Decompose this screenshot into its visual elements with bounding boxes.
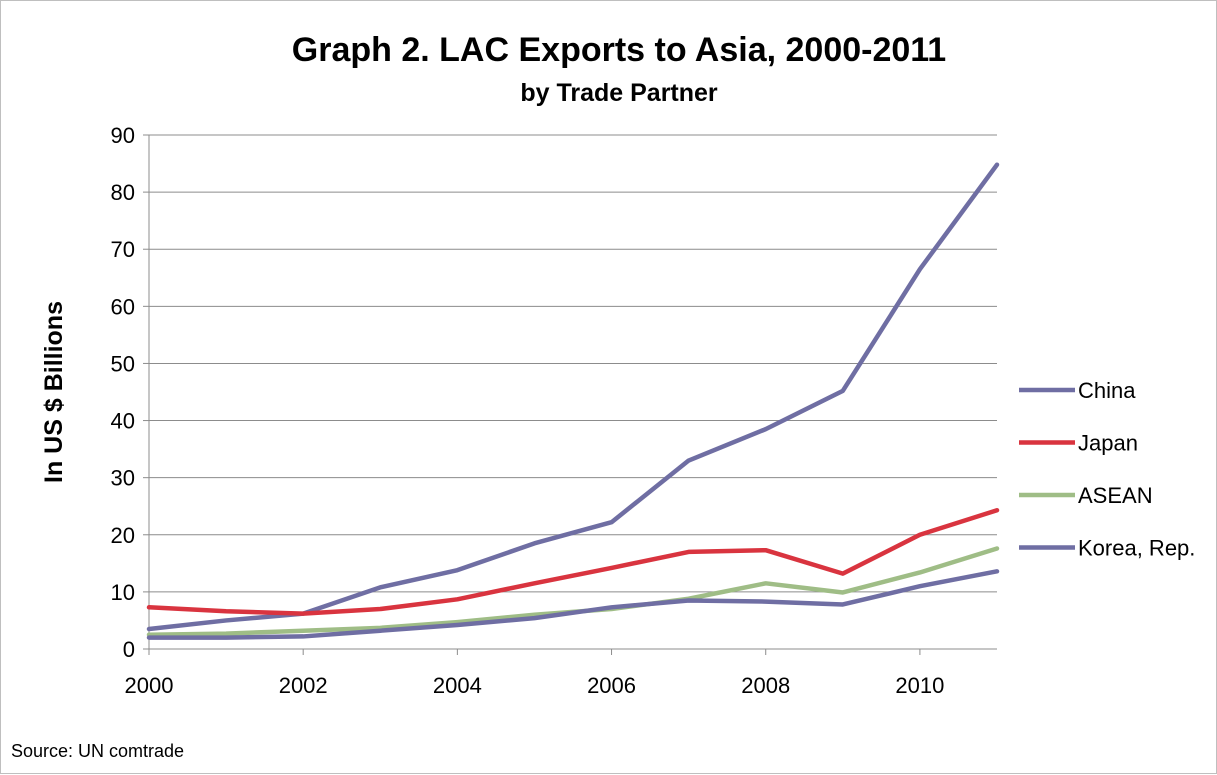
x-tick-label: 2000 <box>125 673 174 698</box>
y-tick-label: 90 <box>111 123 135 148</box>
x-tick-label: 2006 <box>587 673 636 698</box>
x-tick-label: 2002 <box>279 673 328 698</box>
legend-label: Korea, Rep. <box>1078 536 1195 561</box>
x-tick-label: 2008 <box>741 673 790 698</box>
y-tick-label: 30 <box>111 466 135 491</box>
legend-label: China <box>1078 378 1136 403</box>
series-line-japan <box>146 507 1000 616</box>
y-tick-label: 80 <box>111 180 135 205</box>
legend-label: Japan <box>1078 431 1138 456</box>
y-tick-label: 0 <box>123 637 135 662</box>
legend: China Japan ASEAN Korea, Rep. <box>1019 378 1195 561</box>
legend-label: ASEAN <box>1078 483 1153 508</box>
axes: 0 10 20 30 40 50 60 70 80 90 2000 2002 2004 2006 2008 2… <box>111 123 997 698</box>
y-tick-label: 10 <box>111 580 135 605</box>
series-lines <box>146 162 1000 640</box>
source-note: Source: UN comtrade <box>11 741 185 761</box>
chart-title: Graph 2. LAC Exports to Asia, 2000-2011 <box>292 31 946 69</box>
y-tick-label: 60 <box>111 294 135 319</box>
y-tick-label: 50 <box>111 351 135 376</box>
x-tick-label: 2004 <box>433 673 482 698</box>
y-tick-label: 20 <box>111 523 135 548</box>
y-axis-label: In US $ Billions <box>40 301 68 483</box>
y-tick-label: 40 <box>111 409 135 434</box>
chart-subtitle: by Trade Partner <box>520 79 718 107</box>
y-tick-label: 70 <box>111 237 135 262</box>
series-line-korea-rep <box>146 569 1000 640</box>
x-tick-label: 2010 <box>895 673 944 698</box>
gridlines <box>149 134 997 593</box>
